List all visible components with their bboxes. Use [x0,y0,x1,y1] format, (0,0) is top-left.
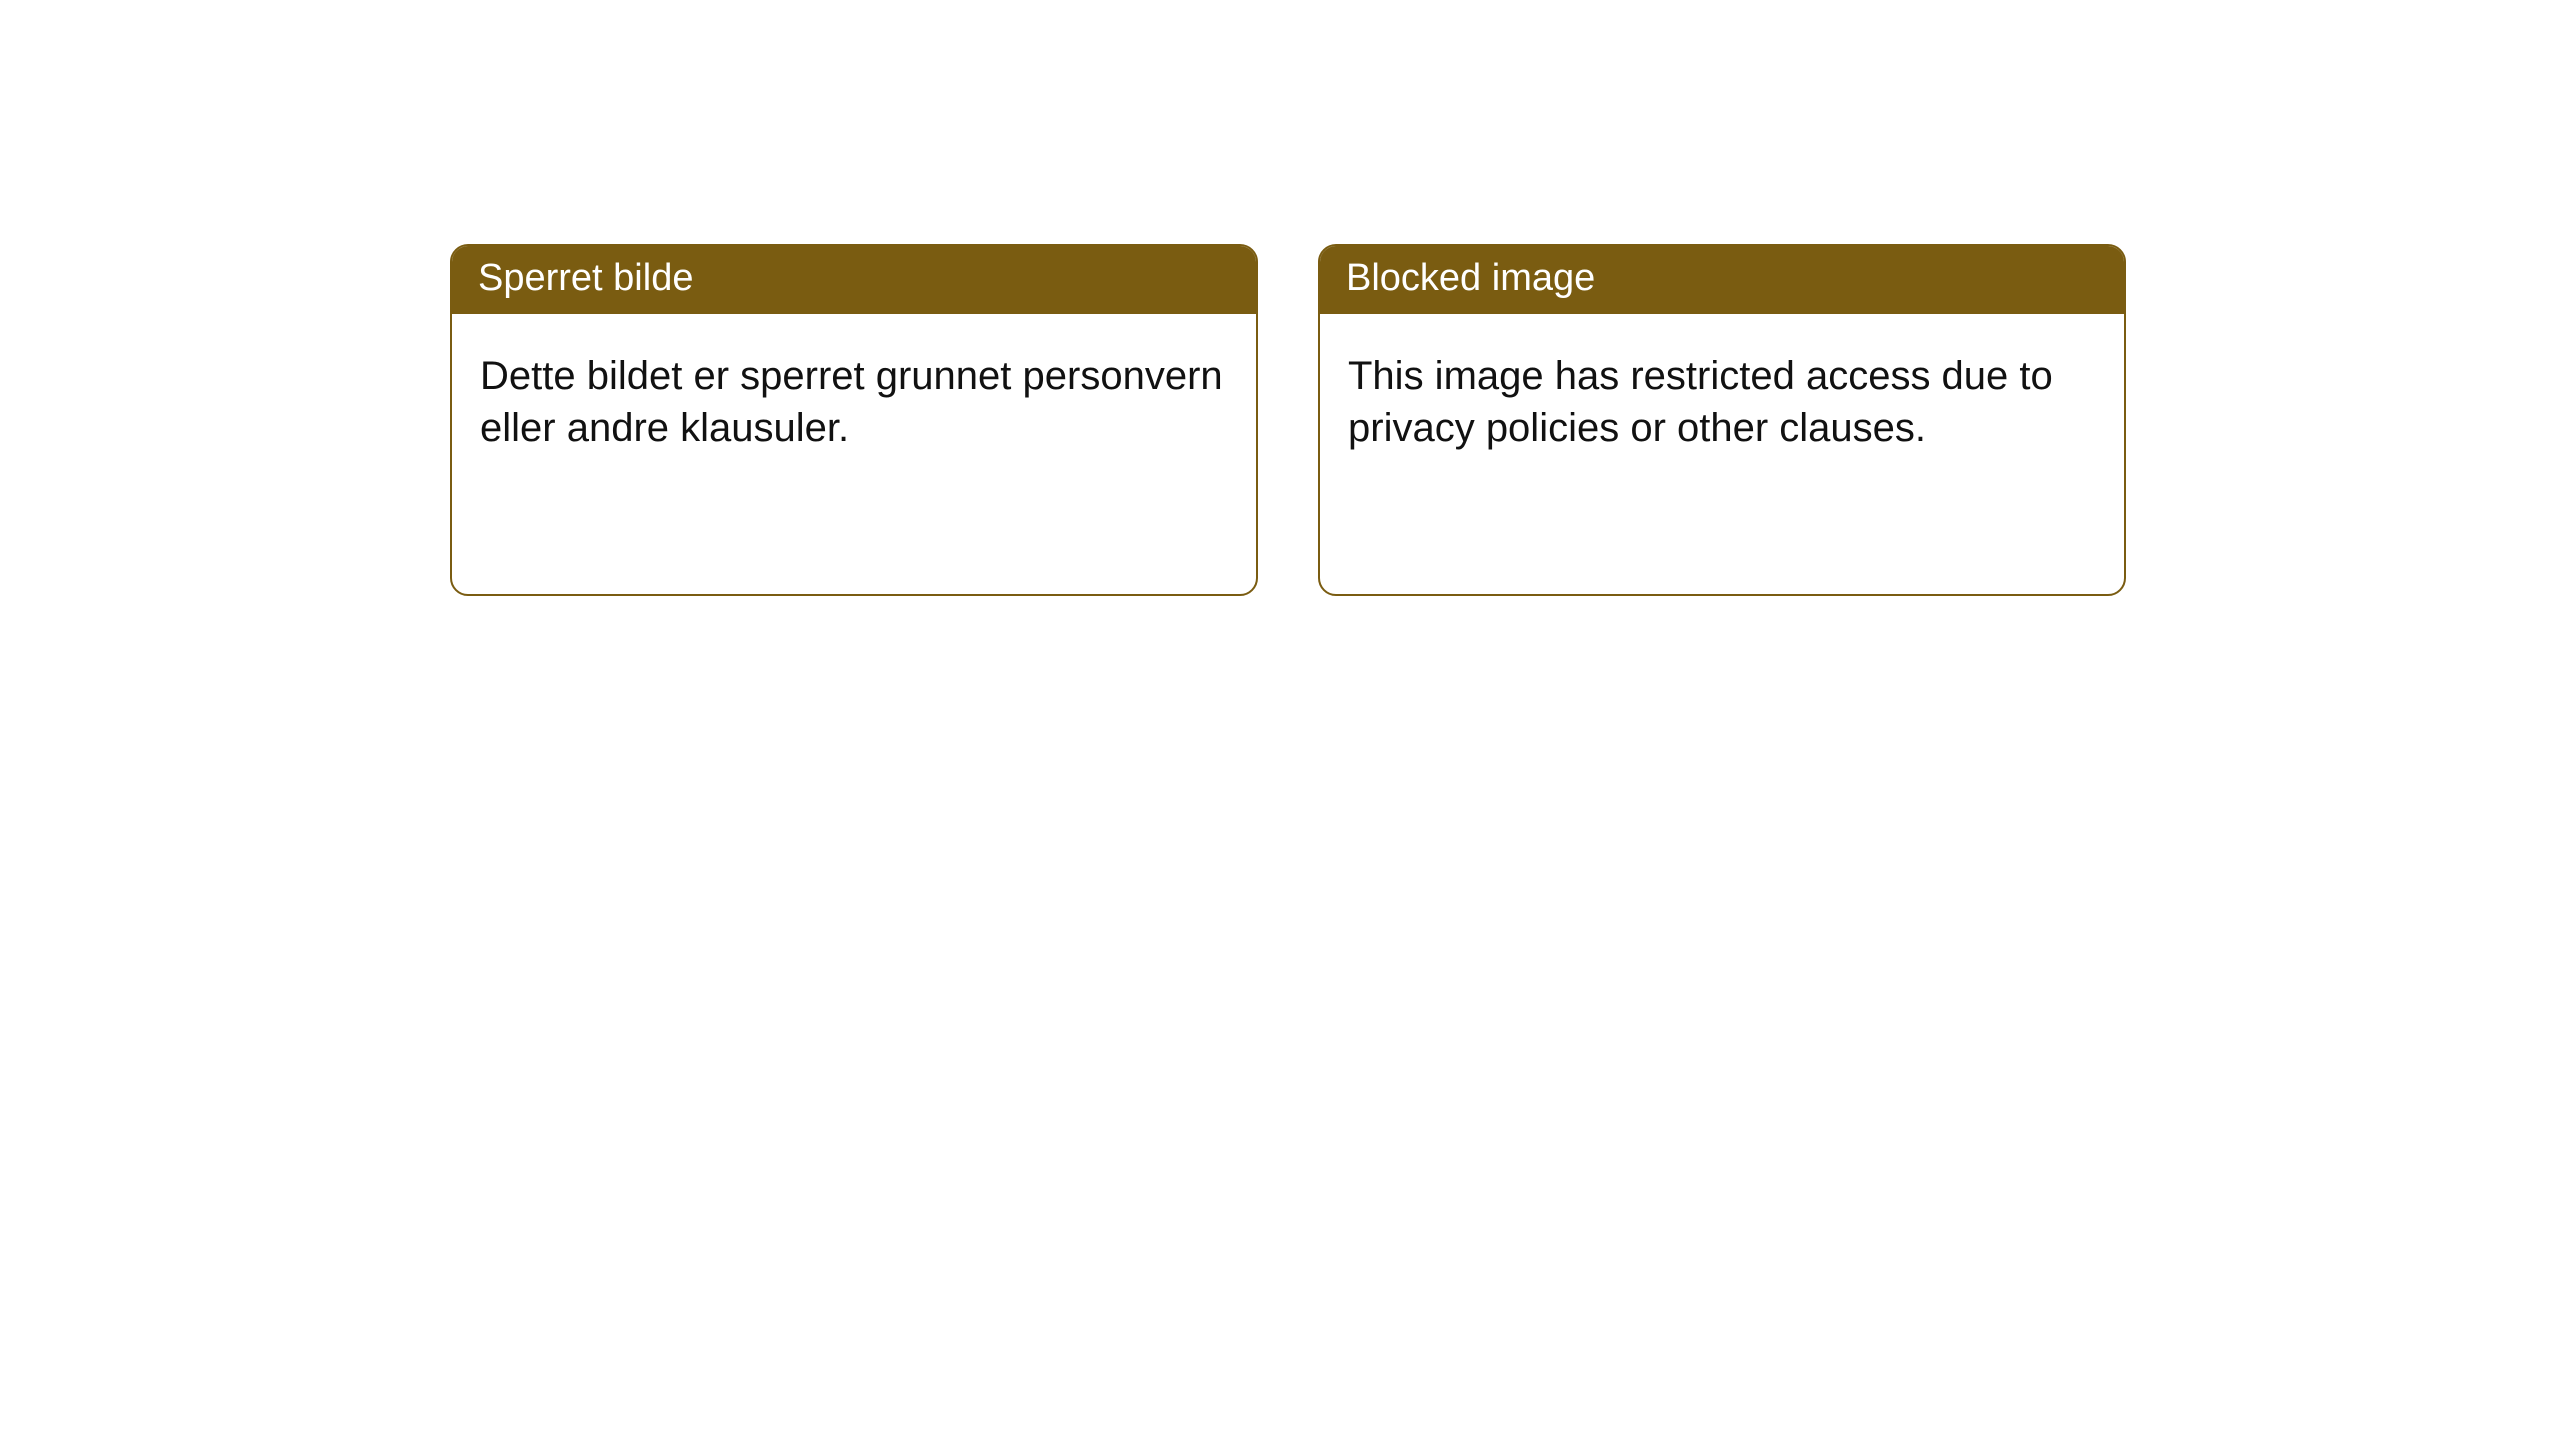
card-body-english: This image has restricted access due to … [1320,314,2124,594]
card-body-norwegian: Dette bildet er sperret grunnet personve… [452,314,1256,594]
blocked-image-card-norwegian: Sperret bilde Dette bildet er sperret gr… [450,244,1258,596]
cards-container: Sperret bilde Dette bildet er sperret gr… [0,0,2560,596]
card-header-english: Blocked image [1320,246,2124,314]
card-header-norwegian: Sperret bilde [452,246,1256,314]
blocked-image-card-english: Blocked image This image has restricted … [1318,244,2126,596]
